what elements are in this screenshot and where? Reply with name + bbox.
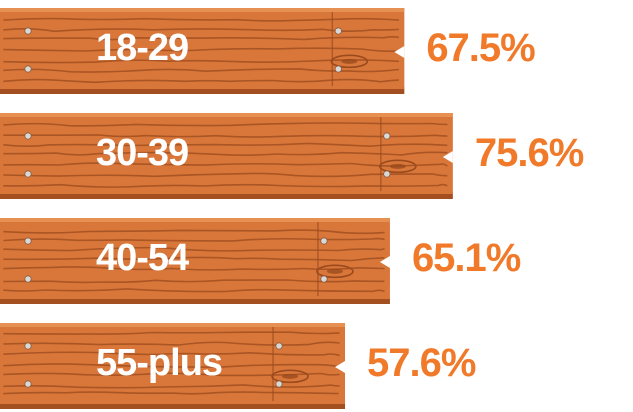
value-label: 67.5% [426, 26, 535, 70]
wood-grain-line [3, 162, 448, 167]
wood-grain-line [3, 372, 340, 377]
value-label: 57.6% [367, 341, 476, 385]
wood-grain-line [3, 279, 385, 284]
nail-head [320, 275, 328, 283]
wood-grain-line [3, 47, 400, 53]
wood-grain-line [3, 59, 400, 64]
nail-head [383, 132, 391, 140]
nail-head [24, 65, 32, 73]
plank-highlight [0, 218, 390, 222]
category-label: 18-29 [96, 27, 188, 69]
wood-grain-line [3, 172, 448, 178]
category-label: 40-54 [96, 237, 189, 279]
wood-grain-line [3, 36, 400, 41]
nail-head [334, 27, 342, 35]
nail-head [24, 170, 32, 178]
wood-grain-line [3, 331, 340, 335]
wood-grain-line [3, 183, 448, 188]
wood-grain-line [3, 266, 385, 271]
wood-knot-core [341, 58, 358, 64]
plank-shadow [0, 87, 405, 94]
plank-shadow [0, 297, 390, 304]
wood-grain-line [3, 246, 385, 252]
wood-grain-line [3, 78, 400, 84]
plank-highlight [0, 113, 453, 117]
plank-bar-30-39 [0, 113, 453, 199]
plank-notch [379, 256, 390, 268]
wood-grain-line [3, 68, 400, 73]
nail-head [24, 132, 32, 140]
wood-grain-line [3, 341, 340, 346]
plank-shadow [0, 192, 453, 199]
nail-head [383, 170, 391, 178]
wood-grain-line [3, 17, 400, 22]
nail-head [24, 27, 32, 35]
nail-head [24, 342, 32, 350]
plank-notch [442, 151, 453, 163]
wood-grain-line [3, 288, 385, 293]
value-label: 65.1% [412, 236, 521, 280]
plank-notch [394, 46, 405, 58]
plank-highlight [0, 8, 405, 12]
nail-head [320, 237, 328, 245]
wood-grain-line [3, 134, 448, 138]
wood-grain-line [3, 151, 448, 156]
category-label: 30-39 [96, 132, 188, 174]
wood-grain-line [3, 391, 339, 395]
plank-highlight [0, 323, 346, 327]
wood-grain-line [3, 142, 448, 148]
wood-knot-core [389, 163, 406, 169]
wood-knot-core [326, 268, 343, 274]
wood-grain-line [3, 122, 448, 127]
wood-knot [330, 54, 369, 69]
plank-notch [335, 361, 346, 373]
wood-grain-line [3, 28, 400, 33]
wood-knot [316, 264, 354, 279]
wood-grain-line [3, 384, 340, 389]
wood-grain-line [3, 237, 385, 242]
nail-head [275, 380, 283, 388]
plank-bar-18-29 [0, 8, 405, 94]
nail-head [334, 65, 342, 73]
value-label: 75.6% [475, 131, 584, 175]
nail-head [24, 380, 32, 388]
nail-head [24, 237, 32, 245]
plank-shadow [0, 402, 346, 409]
plank-bar-55-plus [0, 323, 346, 409]
wood-knot [271, 369, 309, 384]
plank-bar-40-54 [0, 218, 390, 304]
nail-head [24, 275, 32, 283]
wood-grain-line [3, 256, 385, 262]
wood-knot [379, 159, 417, 174]
wood-grain-line [3, 363, 340, 368]
nail-head [275, 342, 283, 350]
wood-grain-line [3, 229, 385, 235]
category-label: 55-plus [96, 342, 222, 384]
wood-knot-core [282, 373, 299, 379]
wood-grain-line [3, 351, 340, 357]
